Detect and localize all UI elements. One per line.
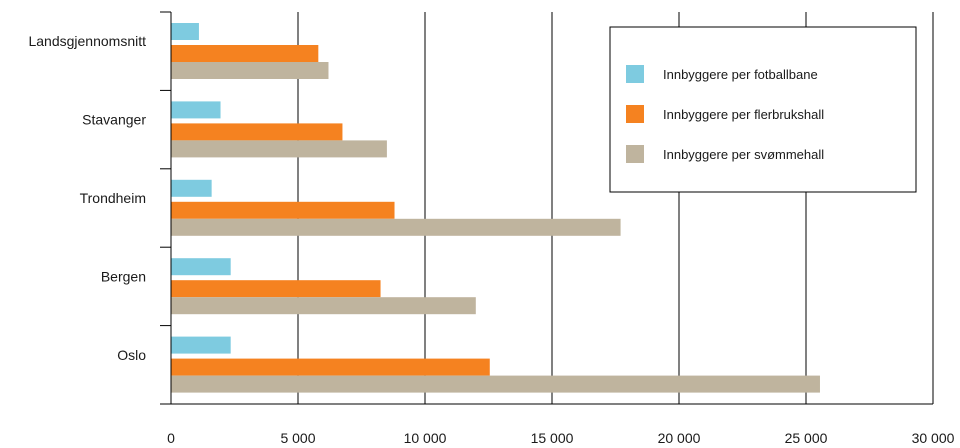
- axes: [160, 11, 933, 405]
- legend-box: [609, 26, 917, 193]
- bar: [171, 45, 319, 62]
- category-label: Bergen: [101, 268, 146, 284]
- category-label: Trondheim: [80, 190, 146, 206]
- x-tick-label: 25 000: [785, 430, 828, 446]
- x-tick-labels: 0 5 000 10 000 15 000 20 000 25 000 30 000: [167, 430, 955, 446]
- legend-swatch: [626, 145, 644, 163]
- legend-label: Innbyggere per flerbrukshall: [663, 107, 824, 122]
- bars: [171, 23, 820, 393]
- legend-label: Innbyggere per svømmehall: [663, 147, 824, 162]
- category-label: Stavanger: [82, 112, 146, 128]
- bar: [171, 123, 343, 141]
- x-tick-label: 15 000: [531, 430, 574, 446]
- category-label: Landsgjennomsnitt: [28, 33, 146, 49]
- legend: Innbyggere per fotballbane Innbyggere per…: [609, 26, 917, 193]
- bar: [171, 101, 221, 119]
- category-label: Oslo: [117, 347, 146, 363]
- legend-swatch: [626, 105, 644, 123]
- bar: [171, 258, 231, 276]
- bar: [171, 201, 395, 219]
- bar: [171, 140, 387, 158]
- bar: [171, 23, 199, 40]
- bar: [171, 62, 329, 79]
- x-tick-label: 5 000: [280, 430, 315, 446]
- x-tick-label: 20 000: [658, 430, 701, 446]
- x-tick-label: 10 000: [404, 430, 447, 446]
- bar: [171, 358, 490, 376]
- legend-label: Innbyggere per fotballbane: [663, 67, 818, 82]
- category-labels: Landsgjennomsnitt Stavanger Trondheim Berge…: [28, 33, 146, 363]
- bar: [171, 375, 820, 393]
- bar: [171, 218, 621, 236]
- bar: [171, 297, 476, 315]
- bar: [171, 179, 212, 197]
- bar: [171, 280, 381, 298]
- bar: [171, 336, 231, 354]
- x-tick-label: 30 000: [912, 430, 955, 446]
- x-tick-label: 0: [167, 430, 175, 446]
- legend-swatch: [626, 65, 644, 83]
